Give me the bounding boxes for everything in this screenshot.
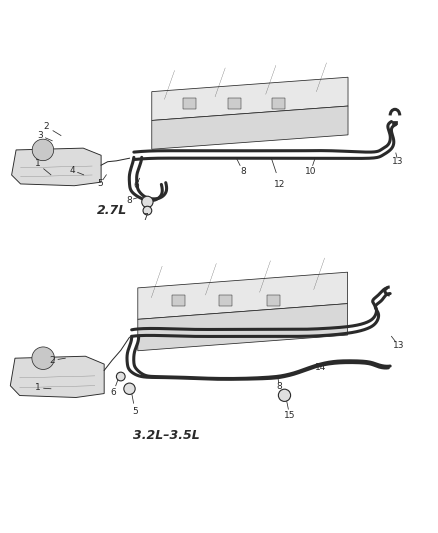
Polygon shape xyxy=(12,148,101,185)
Polygon shape xyxy=(152,77,348,120)
Polygon shape xyxy=(11,356,104,398)
Text: 15: 15 xyxy=(284,411,296,421)
Text: 10: 10 xyxy=(305,167,316,176)
Text: 8: 8 xyxy=(276,382,282,391)
Text: 1: 1 xyxy=(35,383,41,392)
Text: 4: 4 xyxy=(70,166,75,175)
Text: 14: 14 xyxy=(314,364,326,372)
Circle shape xyxy=(279,389,290,401)
Text: 5: 5 xyxy=(132,407,138,416)
Circle shape xyxy=(32,347,54,369)
Text: 1: 1 xyxy=(35,159,41,168)
Text: 3: 3 xyxy=(37,131,43,140)
Text: 2: 2 xyxy=(44,122,49,131)
Bar xyxy=(183,98,196,109)
Text: 7: 7 xyxy=(142,213,148,222)
Circle shape xyxy=(142,196,153,207)
Text: 6: 6 xyxy=(133,181,139,190)
Text: 6: 6 xyxy=(110,387,116,397)
Bar xyxy=(219,295,232,306)
Text: 2: 2 xyxy=(49,356,55,365)
Circle shape xyxy=(32,139,54,160)
Polygon shape xyxy=(152,106,348,149)
Text: 12: 12 xyxy=(275,180,286,189)
Bar xyxy=(172,295,185,306)
Polygon shape xyxy=(138,272,348,319)
Circle shape xyxy=(124,383,135,394)
Text: 8: 8 xyxy=(127,196,132,205)
Text: 3.2L–3.5L: 3.2L–3.5L xyxy=(133,430,200,442)
Text: 13: 13 xyxy=(392,157,404,166)
Text: 2.7L: 2.7L xyxy=(97,204,127,217)
Bar xyxy=(227,98,240,109)
Text: 8: 8 xyxy=(240,167,246,176)
Circle shape xyxy=(143,206,152,215)
Bar xyxy=(272,98,285,109)
Text: 13: 13 xyxy=(393,342,405,351)
Text: 5: 5 xyxy=(97,179,103,188)
Circle shape xyxy=(117,372,125,381)
Bar xyxy=(267,295,280,306)
Polygon shape xyxy=(138,304,348,351)
